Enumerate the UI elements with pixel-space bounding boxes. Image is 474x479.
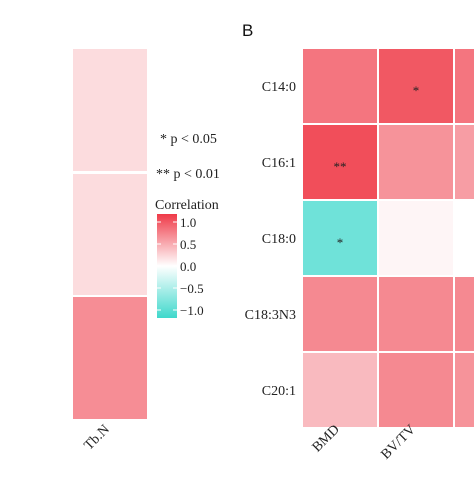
significance-legend-double: ** p < 0.01 <box>156 167 220 182</box>
heatmap-b-cell <box>377 351 455 429</box>
panel-label: B <box>242 21 253 40</box>
heatmap-b-cell <box>301 47 379 125</box>
colorbar-gradient <box>157 214 177 318</box>
heatmap-panel-a: Tb.SpTb.N <box>71 47 149 453</box>
heatmap-a-cell <box>71 295 149 421</box>
heatmap-b-cell <box>453 47 474 125</box>
significance-marker: * <box>337 235 344 250</box>
colorbar-tick-label: 0.0 <box>180 259 196 274</box>
heatmap-b-ytick-label: C18:0 <box>262 232 296 247</box>
colorbar-tick-label: −1.0 <box>180 303 204 318</box>
heatmap-b-cell <box>453 275 474 353</box>
heatmap-b-cell <box>377 123 455 201</box>
colorbar-title: Correlation <box>155 198 219 213</box>
heatmap-b-cell <box>377 47 455 125</box>
heatmap-a-cell <box>71 47 149 173</box>
heatmap-b-cell <box>377 275 455 353</box>
significance-marker: ** <box>334 159 347 174</box>
heatmap-b-cell <box>301 123 379 201</box>
heatmap-b-cell <box>453 123 474 201</box>
heatmap-b-ytick-label: C16:1 <box>262 156 296 171</box>
colorbar: Correlation 1.0 0.5 0.0 −0.5 −1.0 <box>155 198 219 318</box>
heatmap-b-ytick-label: C18:3N3 <box>245 308 296 323</box>
colorbar-tick-label: −0.5 <box>180 281 204 296</box>
heatmap-b-cell <box>453 351 474 429</box>
heatmap-b-cell <box>453 199 474 277</box>
colorbar-tick-label: 0.5 <box>180 237 196 252</box>
heatmap-a-xtick-label: Tb.N <box>82 422 113 453</box>
significance-marker: * <box>413 83 420 98</box>
heatmap-a-cell <box>71 172 149 298</box>
heatmap-b-ytick-label: C20:1 <box>262 384 296 399</box>
heatmap-b-cell <box>377 199 455 277</box>
heatmap-b-cell <box>301 275 379 353</box>
heatmap-b-cell <box>301 351 379 429</box>
heatmap-b-ytick-label: C14:0 <box>262 80 296 95</box>
significance-legend-single: * p < 0.05 <box>160 132 217 147</box>
colorbar-tick-label: 1.0 <box>180 215 196 230</box>
